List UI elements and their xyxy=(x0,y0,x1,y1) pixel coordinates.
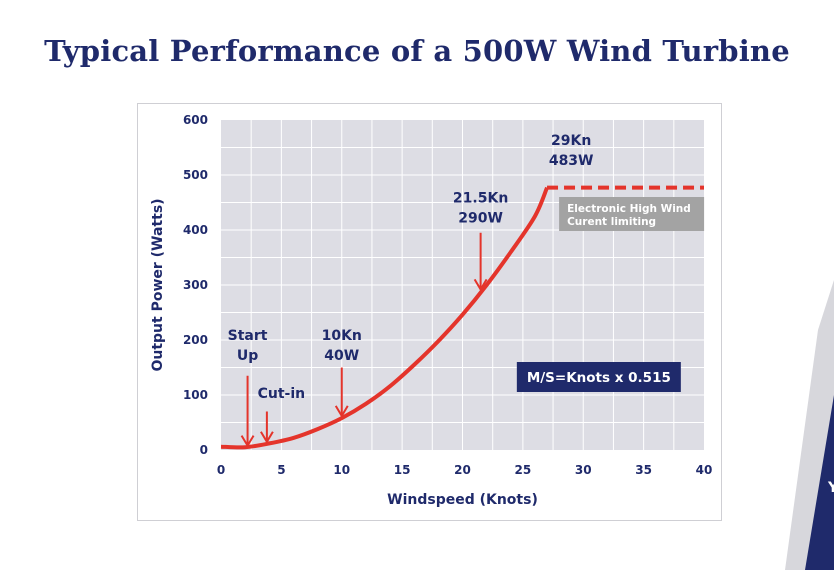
y-axis-label: Output Power (Watts) xyxy=(150,198,166,371)
annotation-label: 29Kn xyxy=(551,133,591,149)
y-tick-label: 600 xyxy=(183,113,208,127)
x-tick-label: 25 xyxy=(515,463,532,477)
annotation-label: 40W xyxy=(324,348,359,364)
x-tick-label: 10 xyxy=(333,463,350,477)
y-tick-label: 100 xyxy=(183,388,208,402)
x-tick-label: 15 xyxy=(394,463,411,477)
x-tick-label: 5 xyxy=(277,463,285,477)
annotation-label: Up xyxy=(237,348,258,364)
annotation-label: Cut-in xyxy=(258,386,306,402)
annotation-label: Start xyxy=(228,328,268,344)
annotation-label: 483W xyxy=(549,153,594,169)
annotation-label: 10Kn xyxy=(322,328,362,344)
x-tick-label: 0 xyxy=(217,463,225,477)
y-tick-label: 400 xyxy=(183,223,208,237)
annotation-arrow-head xyxy=(240,435,255,448)
corner-stripe-navy xyxy=(805,395,834,570)
x-axis-label: Windspeed (Knots) xyxy=(387,492,538,508)
x-tick-label: 30 xyxy=(575,463,592,477)
annotation-label: 290W xyxy=(458,211,503,227)
annotation-arrow-head xyxy=(260,431,274,444)
y-tick-label: 200 xyxy=(183,333,208,347)
conversion-formula-text: M/S=Knots x 0.515 xyxy=(527,370,671,386)
annotation-arrow-head xyxy=(334,405,349,418)
corner-stripe-gray xyxy=(785,280,834,570)
corner-glyph: Y xyxy=(827,480,834,496)
current-limit-text: Electronic High Wind xyxy=(567,203,691,215)
chart-card: 0 5 10 15 20 25 30 35 40 0 100 200 300 400 500 600 Winds… xyxy=(137,103,722,521)
x-tick-label: 20 xyxy=(454,463,471,477)
y-tick-label: 300 xyxy=(183,278,208,292)
y-tick-label: 500 xyxy=(183,168,208,182)
performance-chart: 0 5 10 15 20 25 30 35 400100200300400500600Winds… xyxy=(150,113,713,508)
conversion-formula-box xyxy=(516,362,681,392)
page-title: Typical Performance of a 500W Wind Turbi… xyxy=(44,34,790,68)
current-limit-box xyxy=(559,197,705,231)
x-tick-label: 35 xyxy=(635,463,652,477)
annotation-arrow-head xyxy=(473,278,488,292)
x-tick-label: 40 xyxy=(696,463,713,477)
y-tick-label: 0 xyxy=(200,443,208,457)
series-line-power-curve xyxy=(220,186,549,450)
annotation-label: 21.5Kn xyxy=(453,191,508,207)
current-limit-text: Curent limiting xyxy=(567,216,656,228)
